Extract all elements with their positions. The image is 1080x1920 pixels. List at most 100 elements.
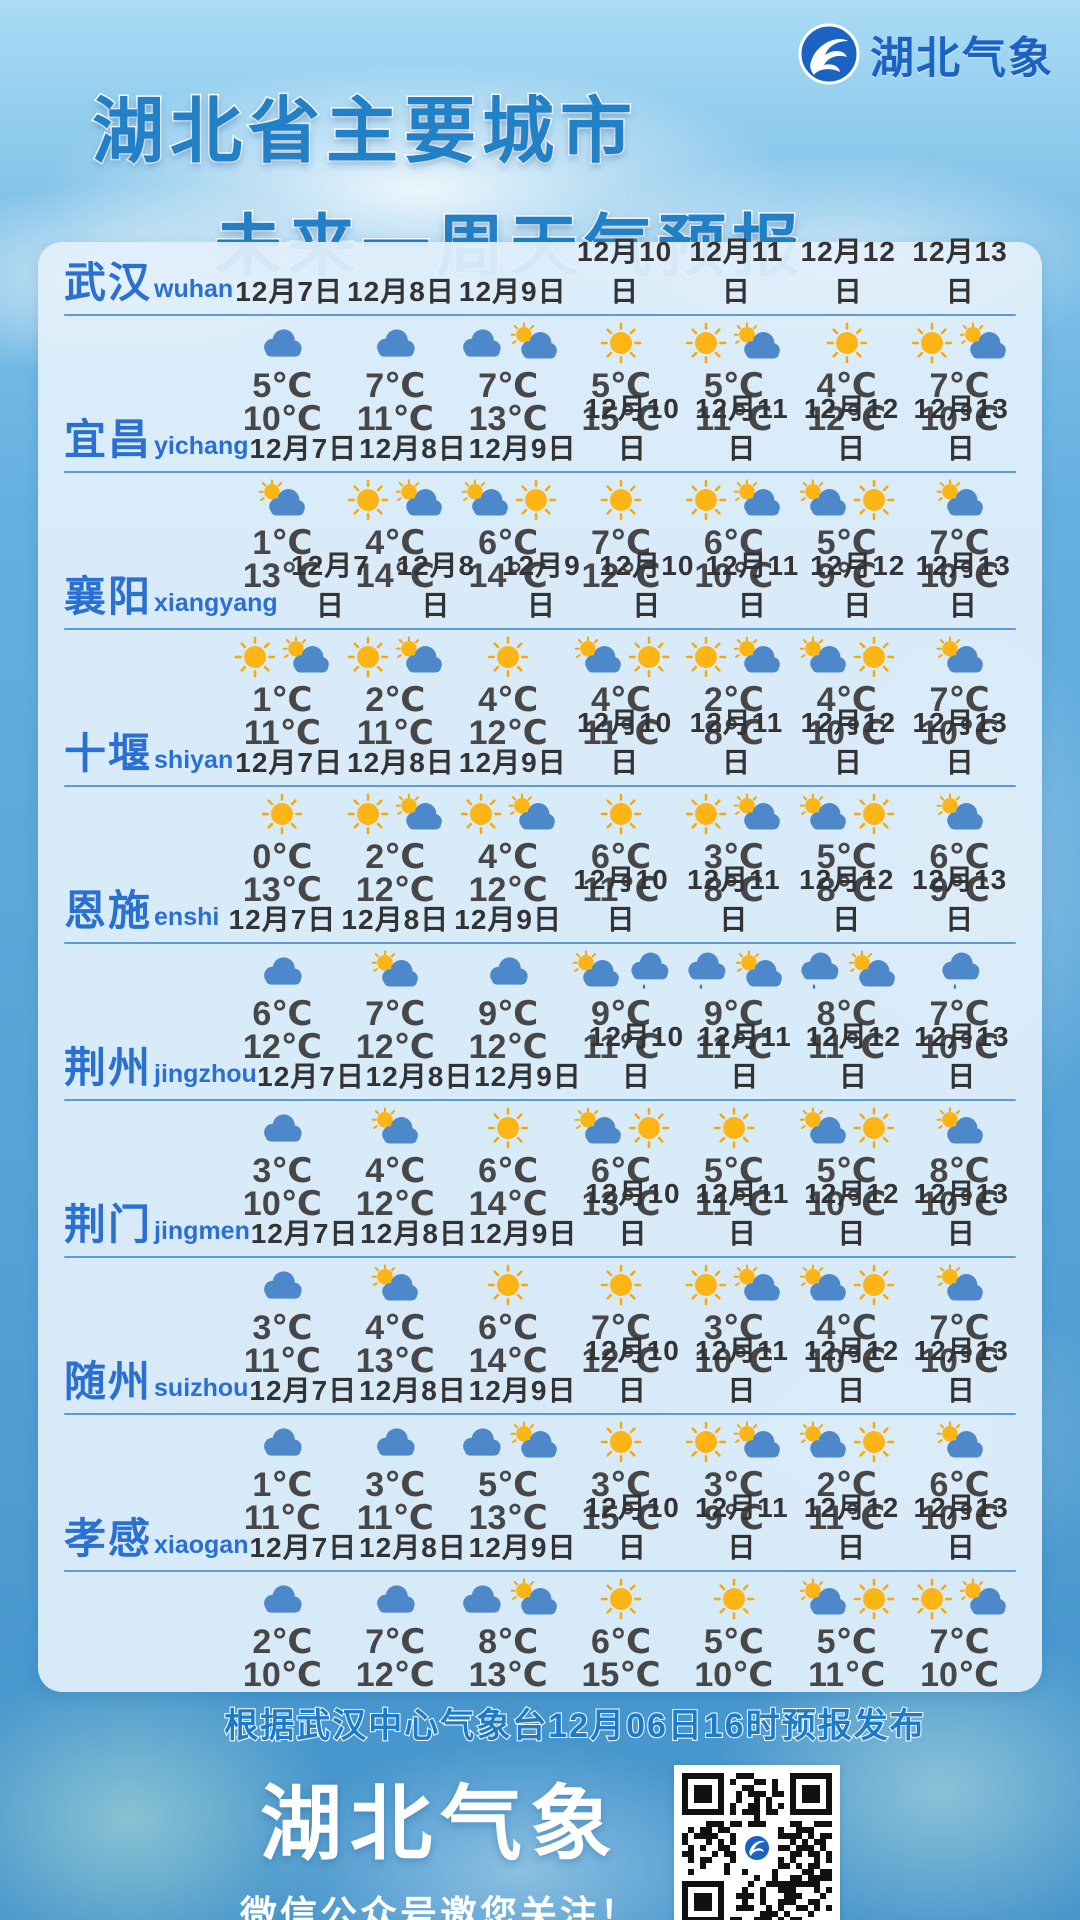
sun-icon (853, 636, 895, 678)
temp-high: 10℃ (242, 400, 322, 438)
temp-low: 9℃ (703, 995, 764, 1033)
day-temperatures: 7℃ 12℃ (339, 1625, 452, 1692)
day-temperatures: 6℃ 14℃ (452, 526, 565, 593)
date-label: 12月10日 (585, 1178, 681, 1249)
footer-brand-name: 湖北气象 (259, 1779, 620, 1870)
weather-icons-row (226, 787, 1016, 841)
city-pinyin: xiaogan (154, 1531, 249, 1559)
day-weather-icons (452, 1101, 565, 1155)
temp-high: 11℃ (243, 1499, 321, 1537)
temp-high: 11℃ (243, 714, 321, 752)
day-weather-icons (903, 316, 1016, 370)
temp-high: 10℃ (694, 557, 774, 595)
sun-icon (853, 1421, 895, 1463)
temp-low: 2℃ (816, 1466, 877, 1504)
day-weather-icons (452, 630, 565, 684)
city-forecast-row: 恩施 enshi 12月7日 12月8日 12月9日 12月10日 12月11日 12月1… (64, 864, 1016, 1064)
temp-high: 15℃ (581, 1656, 661, 1694)
day-weather-icons (677, 944, 790, 998)
temperatures-row: 3℃ 11℃ 4℃ 13℃ 6℃ 14℃ 7℃ 12℃ 3℃ 10℃ 4℃ 10℃ 7℃ 10℃ (226, 1309, 1016, 1380)
date-label: 12月12日 (810, 550, 906, 621)
sun-icon (713, 1578, 755, 1620)
cloud-icon (458, 1581, 504, 1617)
date-label: 12月13日 (912, 707, 1008, 778)
day-temperatures: 7℃ 10℃ (903, 369, 1016, 436)
temp-high: 9℃ (929, 871, 990, 909)
day-temperatures: 2℃ 11℃ (790, 1466, 903, 1535)
temp-low: 3℃ (365, 1466, 426, 1504)
day-temperatures: 2℃ 11℃ (339, 683, 452, 750)
day-weather-icons (790, 1258, 903, 1312)
date-label: 12月12日 (800, 707, 896, 778)
temperatures-row: 1℃ 13℃ 4℃ 14℃ 6℃ 14℃ 7℃ 12℃ 6℃ 10℃ 5℃ 9℃ 7℃ 10℃ (226, 524, 1016, 595)
sun-icon (685, 1264, 727, 1306)
temp-low: 7℃ (590, 524, 652, 562)
day-weather-icons (226, 316, 339, 370)
day-weather-icons (565, 316, 678, 370)
weather-icons-row (226, 630, 1016, 684)
temp-high: 10℃ (920, 1499, 1000, 1537)
day-weather-icons (226, 1258, 339, 1312)
temp-high: 12℃ (581, 1342, 661, 1380)
day-weather-icons (226, 473, 339, 527)
temp-high: 15℃ (581, 400, 661, 438)
sun-icon (853, 479, 895, 521)
temp-high: 10℃ (920, 1028, 1000, 1066)
city-label: 襄阳 xiangyang (64, 563, 278, 624)
city-pinyin: jingmen (154, 1217, 250, 1245)
sun-icon (685, 1421, 727, 1463)
temp-high: 10℃ (920, 1656, 1000, 1694)
city-pinyin: jingzhou (154, 1060, 257, 1088)
temp-high: 12℃ (581, 557, 661, 595)
temp-high: 8℃ (703, 714, 764, 752)
temp-high: 10℃ (920, 1342, 1000, 1380)
sun-cloud-icon (935, 1421, 985, 1463)
date-label: 12月8日 (359, 1375, 467, 1406)
city-forecast-row: 荆门 jingmen 12月7日 12月8日 12月9日 12月10日 12月11日 12… (64, 1178, 1016, 1378)
city-pinyin: suizhou (154, 1374, 249, 1402)
date-label: 12月12日 (799, 864, 895, 935)
temp-low: 5℃ (252, 367, 313, 405)
temp-high: 14℃ (468, 1185, 548, 1223)
city-name: 恩施 (64, 887, 153, 934)
temperatures-row: 1℃ 11℃ 2℃ 11℃ 4℃ 12℃ 4℃ 11℃ 2℃ 8℃ 4℃ 10℃ 7℃ 10℃ (226, 681, 1016, 752)
day-weather-icons (903, 1572, 1016, 1626)
temp-high: 12℃ (468, 1028, 548, 1066)
sun-icon (347, 793, 389, 835)
city-label: 武汉 wuhan (64, 249, 233, 310)
city-pinyin: enshi (154, 903, 220, 931)
day-weather-icons (903, 630, 1016, 684)
temp-high: 12℃ (355, 871, 435, 909)
day-temperatures: 3℃ 8℃ (677, 840, 790, 907)
sun-cloud-icon (935, 1264, 985, 1306)
date-label: 12月8日 (359, 433, 467, 464)
date-header-row: 12月7日 12月8日 12月9日 12月10日 12月11日 12月12日 12月13日 (250, 1172, 1016, 1252)
temp-low: 5℃ (590, 367, 652, 405)
temp-high: 13℃ (468, 1656, 548, 1694)
day-weather-icons (677, 1258, 790, 1312)
temp-low: 7℃ (590, 1309, 652, 1347)
date-label: 12月9日 (469, 1218, 578, 1249)
day-weather-icons (452, 787, 565, 841)
sun-cloud-icon (509, 1421, 559, 1463)
sun-icon (600, 1578, 642, 1620)
date-label: 12月7日 (250, 1218, 359, 1249)
row-divider (64, 1099, 1016, 1101)
date-label: 12月10日 (576, 707, 673, 778)
temp-low: 7℃ (478, 367, 539, 405)
date-header-row: 12月7日 12月8日 12月9日 12月10日 12月11日 12月12日 12月13日 (226, 858, 1016, 938)
temp-low: 1℃ (252, 681, 313, 719)
day-weather-icons (565, 1572, 678, 1626)
date-label: 12月12日 (804, 1178, 900, 1249)
day-temperatures: 6℃ 9℃ (903, 840, 1016, 909)
sun-cloud-icon (798, 1264, 848, 1306)
temp-low: 7℃ (929, 524, 990, 562)
sun-icon (713, 1107, 755, 1149)
date-label: 12月10日 (573, 864, 669, 935)
sun-icon (515, 479, 557, 521)
day-weather-icons (452, 944, 565, 998)
date-label: 12月11日 (695, 393, 789, 464)
day-weather-icons (903, 473, 1016, 527)
day-weather-icons (903, 1415, 1016, 1469)
temp-low: 6℃ (478, 1309, 539, 1347)
